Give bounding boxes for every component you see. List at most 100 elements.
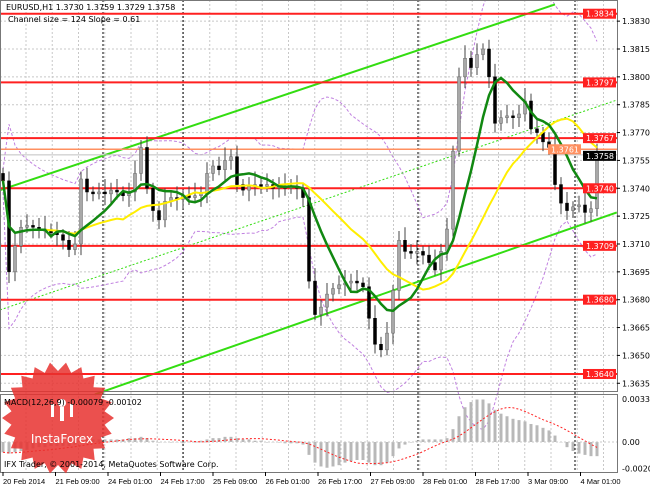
macd-bar bbox=[223, 436, 227, 442]
bull-candle bbox=[247, 186, 251, 191]
bull-candle bbox=[109, 189, 113, 195]
bear-candle bbox=[67, 240, 71, 250]
macd-bar bbox=[199, 440, 203, 442]
bear-candle bbox=[61, 234, 65, 241]
bull-candle bbox=[481, 48, 485, 55]
bull-candle bbox=[571, 206, 575, 211]
ask-label-box bbox=[548, 144, 581, 155]
macd-bar bbox=[373, 442, 377, 466]
bear-candle bbox=[565, 202, 569, 211]
bull-candle bbox=[199, 193, 203, 196]
bear-candle bbox=[409, 251, 413, 254]
y-tick-label: 1.3650 bbox=[622, 351, 650, 360]
level-label-box bbox=[583, 133, 616, 144]
bear-candle bbox=[559, 184, 563, 204]
bear-candle bbox=[145, 147, 149, 189]
bear-candle bbox=[241, 184, 245, 191]
bear-candle bbox=[583, 204, 587, 213]
macd-bar bbox=[235, 438, 239, 442]
macd-bar bbox=[439, 439, 443, 442]
bull-candle bbox=[451, 150, 455, 230]
macd-bar bbox=[355, 442, 359, 461]
x-tick-label: 21 Feb 09:00 bbox=[56, 477, 100, 486]
macd-bar bbox=[289, 442, 293, 444]
macd-bar bbox=[145, 438, 149, 442]
x-tick-label: 24 Feb 01:00 bbox=[108, 477, 152, 486]
macd-bar bbox=[181, 442, 185, 444]
macd-tick-label: 0.00334 bbox=[622, 395, 650, 404]
x-tick-label: 28 Feb 17:00 bbox=[476, 477, 520, 486]
macd-bar bbox=[277, 442, 281, 443]
bear-candle bbox=[235, 156, 239, 185]
level-label-box bbox=[583, 294, 616, 305]
x-tick-label: 24 Feb 17:00 bbox=[161, 477, 205, 486]
macd-bar bbox=[589, 442, 593, 457]
y-tick-label: 1.3785 bbox=[622, 101, 650, 110]
macd-bar bbox=[133, 438, 137, 442]
macd-bar bbox=[493, 409, 497, 442]
bollinger-bands bbox=[2, 0, 598, 431]
ask-label: 1.3761 bbox=[551, 145, 579, 154]
macd-bar bbox=[553, 435, 557, 442]
macd-pane-frame bbox=[0, 394, 618, 473]
macd-bar bbox=[349, 442, 353, 462]
y-tick-label: 1.3830 bbox=[622, 17, 650, 26]
macd-bar bbox=[139, 436, 143, 442]
macd-bar bbox=[409, 442, 413, 443]
macd-bar bbox=[205, 439, 209, 442]
macd-bar bbox=[583, 442, 587, 455]
ma-fast-line bbox=[1, 76, 598, 313]
y-tick-label: 1.3635 bbox=[622, 379, 650, 388]
x-tick-label: 20 Feb 2014 bbox=[3, 477, 45, 486]
bear-candle bbox=[535, 128, 539, 133]
macd-bar bbox=[319, 442, 323, 467]
macd-bar bbox=[475, 399, 479, 442]
y-tick-label: 1.3755 bbox=[622, 156, 650, 165]
bear-candle bbox=[91, 191, 95, 195]
channel-lower-line bbox=[94, 211, 618, 396]
bull-candle bbox=[97, 191, 101, 195]
bid-label: 1.3758 bbox=[586, 152, 614, 161]
macd-signal-line bbox=[2, 406, 598, 465]
macd-bar bbox=[421, 439, 425, 442]
bull-candle bbox=[331, 288, 335, 295]
logo-starburst bbox=[2, 362, 114, 474]
bear-candle bbox=[307, 197, 311, 282]
bull-candle bbox=[397, 240, 401, 291]
level-label: 1.3640 bbox=[586, 370, 614, 379]
support-resistance-labels[interactable]: 1.3834 1.3797 1.3767 1.3740 1.3709 1.3680 1.36… bbox=[548, 8, 616, 379]
macd-bar bbox=[283, 442, 287, 444]
macd-bar bbox=[565, 442, 569, 448]
y-tick-label: 1.3695 bbox=[622, 268, 650, 277]
macd-bar bbox=[259, 440, 263, 442]
bull-candle bbox=[211, 165, 215, 174]
macd-bar bbox=[169, 442, 173, 443]
bear-candle bbox=[217, 165, 221, 170]
bear-candle bbox=[31, 225, 35, 228]
macd-bar bbox=[1, 442, 5, 453]
macd-bar bbox=[121, 439, 125, 442]
bear-candle bbox=[259, 184, 263, 187]
macd-bar bbox=[103, 439, 107, 442]
bear-candle bbox=[85, 178, 89, 193]
bear-candle bbox=[493, 76, 497, 124]
macd-bar bbox=[523, 421, 527, 442]
bear-candle bbox=[1, 173, 5, 182]
macd-header: MACD(12,26,9) -0.00079 -0.00102 bbox=[4, 398, 142, 407]
bear-candle bbox=[433, 262, 437, 271]
bear-candle bbox=[403, 240, 407, 252]
bear-candle bbox=[367, 286, 371, 319]
level-label: 1.3834 bbox=[586, 10, 614, 19]
macd-bar bbox=[385, 442, 389, 463]
bull-candle bbox=[385, 332, 389, 351]
logo-text: InstaForex bbox=[31, 432, 93, 446]
macd-bar bbox=[499, 413, 503, 442]
y-tick-label: 1.3665 bbox=[622, 324, 650, 333]
lower-band bbox=[2, 191, 598, 431]
macd-bar bbox=[379, 442, 383, 466]
macd-bar bbox=[313, 442, 317, 463]
macd-bar bbox=[361, 442, 365, 461]
bull-candle bbox=[133, 173, 137, 193]
